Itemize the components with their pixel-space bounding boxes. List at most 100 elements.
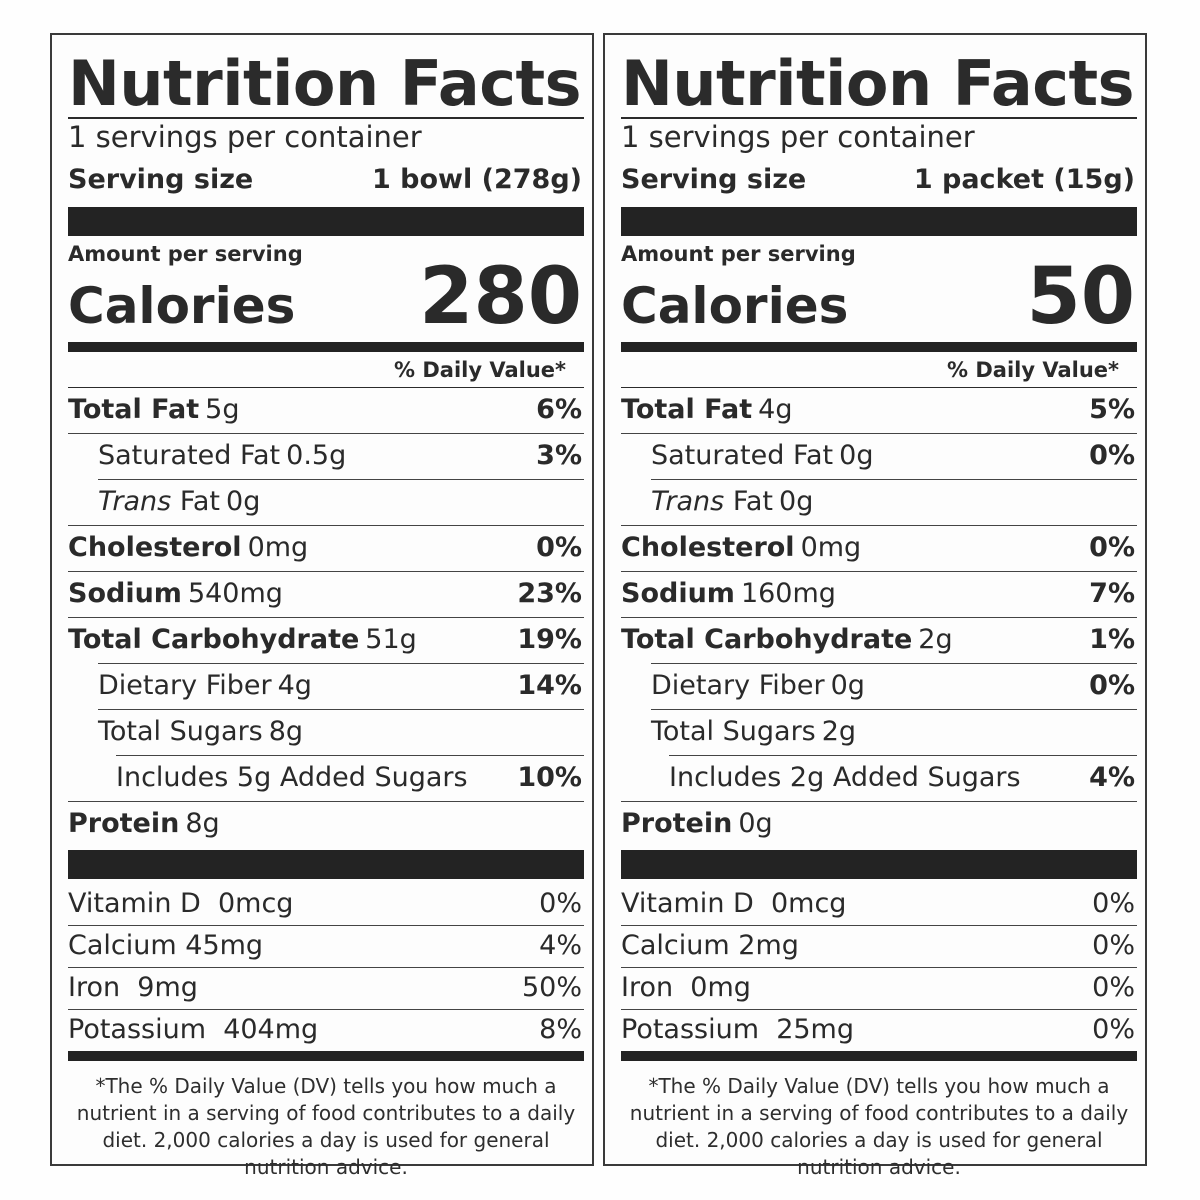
- divider: [68, 117, 584, 119]
- vitamin-name: Iron: [621, 972, 674, 1003]
- thick-divider: [68, 850, 584, 879]
- nutrient-row-trans-fat: Trans Fat 0g: [621, 479, 1137, 525]
- nutrient-amount: 4g: [758, 394, 793, 425]
- nutrient-dv: 7%: [1089, 578, 1135, 609]
- vitamin-amount: 9mg: [137, 972, 198, 1003]
- nutrient-name: Cholesterol: [621, 532, 795, 563]
- vitamin-amount: 0mcg: [770, 888, 847, 919]
- nutrition-label-left: Nutrition Facts 1 servings per container…: [50, 33, 594, 1179]
- footnote: *The % Daily Value (DV) tells you how mu…: [629, 1074, 1129, 1179]
- nutrient-dv: 23%: [517, 578, 582, 609]
- nutrient-row-added-sugars: Includes 5g Added Sugars 10%: [68, 755, 584, 801]
- nutrient-dv: 19%: [517, 624, 582, 655]
- medium-divider: [621, 1051, 1137, 1061]
- label-title: Nutrition Facts: [68, 47, 582, 120]
- nutrient-row-saturated-fat: Saturated Fat 0.5g 3%: [68, 433, 584, 479]
- nutrient-name: Protein: [68, 808, 180, 839]
- nutrient-name-italic: Trans: [98, 486, 172, 517]
- vitamin-name: Calcium: [621, 930, 730, 961]
- vitamin-amount: 404mg: [223, 1014, 319, 1045]
- medium-divider: [68, 1051, 584, 1061]
- nutrient-name: Fat: [179, 486, 221, 517]
- nutrient-amount: 8g: [185, 808, 220, 839]
- calories-label: Calories: [621, 277, 849, 335]
- amount-per-serving: Amount per serving: [621, 242, 856, 266]
- nutrition-label-right: Nutrition Facts 1 servings per container…: [603, 33, 1147, 1179]
- row-divider: [621, 617, 1137, 618]
- vitamin-amount: 0mcg: [217, 888, 294, 919]
- nutrient-row-protein: Protein 8g: [68, 801, 584, 847]
- serving-size-label: Serving size: [621, 164, 807, 195]
- nutrient-amount: 0mg: [247, 532, 309, 563]
- nutrient-dv: 14%: [517, 670, 582, 701]
- vitamin-row-calcium: Calcium 45mg 4%: [68, 925, 584, 967]
- nutrient-row-total-carbohydrate: Total Carbohydrate 2g 1%: [621, 617, 1137, 663]
- nutrient-name: Saturated Fat: [651, 440, 834, 471]
- nutrient-row-sodium: Sodium 540mg 23%: [68, 571, 584, 617]
- vitamin-name: Iron: [68, 972, 121, 1003]
- vitamin-row-calcium: Calcium 2mg 0%: [621, 925, 1137, 967]
- nutrient-row-dietary-fiber: Dietary Fiber 0g 0%: [621, 663, 1137, 709]
- nutrient-name-italic: Trans: [651, 486, 725, 517]
- label-content: Nutrition Facts 1 servings per container…: [68, 35, 584, 1179]
- row-divider: [621, 801, 1137, 802]
- serving-size-value: 1 packet (15g): [913, 164, 1135, 195]
- vitamin-name: Potassium: [68, 1014, 207, 1045]
- nutrient-name: Includes 2g Added Sugars: [669, 762, 1021, 793]
- thick-divider: [68, 207, 584, 236]
- row-divider: [68, 801, 584, 802]
- vitamin-row-iron: Iron 0mg 0%: [621, 967, 1137, 1009]
- nutrient-name: Total Carbohydrate: [621, 624, 913, 655]
- footnote: *The % Daily Value (DV) tells you how mu…: [76, 1074, 576, 1179]
- thick-divider: [621, 850, 1137, 879]
- nutrient-amount: 4g: [277, 670, 312, 701]
- nutrient-row-saturated-fat: Saturated Fat 0g 0%: [621, 433, 1137, 479]
- row-divider: [621, 525, 1137, 526]
- nutrient-dv: 0%: [1089, 670, 1135, 701]
- vitamin-dv: 0%: [539, 888, 582, 919]
- nutrient-dv: 0%: [1089, 440, 1135, 471]
- nutrient-name: Total Carbohydrate: [68, 624, 360, 655]
- row-divider: [621, 571, 1137, 572]
- nutrient-row-total-fat: Total Fat 4g 5%: [621, 387, 1137, 433]
- row-divider: [651, 663, 1137, 664]
- nutrient-name: Total Sugars: [98, 716, 263, 747]
- row-divider: [68, 925, 584, 926]
- nutrient-row-total-sugars: Total Sugars 8g: [68, 709, 584, 755]
- nutrient-row-total-fat: Total Fat 5g 6%: [68, 387, 584, 433]
- thick-divider: [621, 207, 1137, 236]
- divider: [621, 387, 1137, 388]
- row-divider: [98, 663, 584, 664]
- nutrient-dv: 3%: [536, 440, 582, 471]
- row-divider: [621, 1009, 1137, 1010]
- row-divider: [651, 479, 1137, 480]
- nutrient-row-cholesterol: Cholesterol 0mg 0%: [68, 525, 584, 571]
- nutrient-amount: 8g: [268, 716, 304, 747]
- vitamin-dv: 50%: [521, 972, 582, 1003]
- nutrient-dv: 1%: [1089, 624, 1135, 655]
- serving-size-value: 1 bowl (278g): [371, 164, 582, 195]
- row-divider: [68, 433, 584, 434]
- nutrient-name: Total Fat: [68, 394, 200, 425]
- row-divider: [621, 967, 1137, 968]
- nutrient-dv: 10%: [517, 762, 582, 793]
- nutrient-row-total-sugars: Total Sugars 2g: [621, 709, 1137, 755]
- row-divider: [68, 571, 584, 572]
- vitamin-amount: 45mg: [185, 930, 264, 961]
- nutrient-name: Cholesterol: [68, 532, 242, 563]
- row-divider: [68, 967, 584, 968]
- daily-value-header: % Daily Value*: [394, 358, 566, 382]
- nutrient-name: Sodium: [68, 578, 182, 609]
- calories-label: Calories: [68, 277, 296, 335]
- medium-divider: [68, 342, 584, 352]
- vitamin-row-vitamin-d: Vitamin D 0mcg 0%: [68, 883, 584, 925]
- nutrient-name: Sodium: [621, 578, 735, 609]
- nutrient-name: Dietary Fiber: [651, 670, 825, 701]
- calories-value: 50: [1026, 252, 1135, 342]
- row-divider: [651, 709, 1137, 710]
- divider: [68, 387, 584, 388]
- vitamin-amount: 0mg: [690, 972, 751, 1003]
- serving-size-row: Serving size 1 packet (15g): [621, 160, 1137, 200]
- nutrient-dv: 0%: [1089, 532, 1135, 563]
- label-content: Nutrition Facts 1 servings per container…: [621, 35, 1137, 1179]
